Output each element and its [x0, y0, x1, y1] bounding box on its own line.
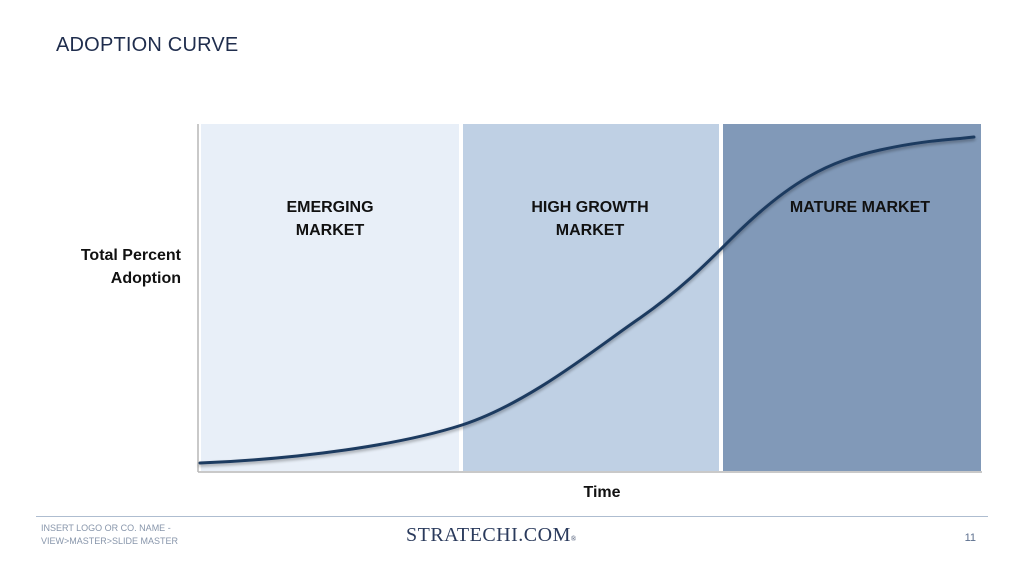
x-axis-label: Time [583, 484, 621, 501]
slide-title: ADOPTION CURVE [56, 34, 239, 56]
page-number: 11 [964, 532, 976, 544]
phase-label-mature: MATURE MARKET [770, 196, 950, 219]
phase-label-line: HIGH GROWTH [531, 199, 649, 216]
phase-label-line: EMERGING [286, 199, 374, 216]
phase-label-line: MARKET [295, 222, 365, 239]
phase-label-line: MARKET [555, 222, 625, 239]
footer-logo-placeholder: INSERT LOGO OR CO. NAME - VIEW>MASTER>SL… [41, 522, 221, 548]
phase-panel-emerging [201, 124, 459, 471]
brand-logo: STRATECHI.COM® [406, 524, 577, 547]
phase-panel-high-growth [463, 124, 719, 471]
phase-label-high-growth: HIGH GROWTH MARKET [510, 196, 670, 242]
phase-label-emerging: EMERGING MARKET [270, 196, 390, 242]
adoption-curve [198, 135, 976, 465]
y-axis-label-line-1: Total Percent [80, 247, 181, 264]
phase-label-line: MATURE MARKET [789, 199, 931, 216]
footer-line: VIEW>MASTER>SLIDE MASTER [41, 536, 179, 546]
brand-text: STRATECHI.COM [406, 524, 571, 546]
footer-line: INSERT LOGO OR CO. NAME - [41, 523, 171, 533]
y-axis-label-line-2: Adoption [110, 270, 181, 287]
y-axis-label: Total Percent Adoption [40, 244, 181, 290]
phase-panel-mature [723, 124, 981, 471]
registered-mark: ® [570, 535, 577, 543]
footer-divider [36, 516, 988, 517]
